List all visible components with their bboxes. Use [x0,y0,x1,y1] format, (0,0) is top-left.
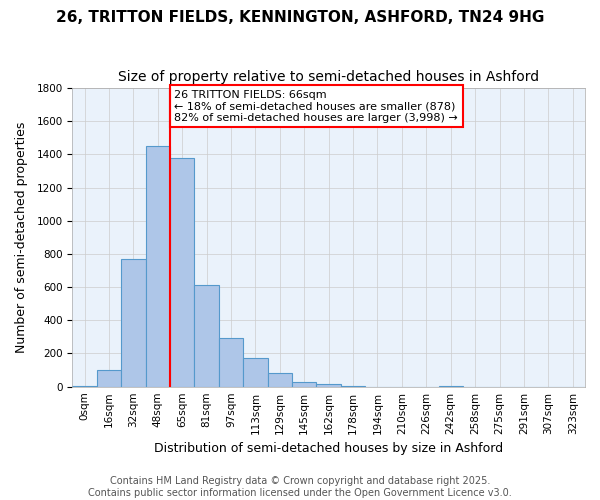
Bar [219,338,243,386]
Text: 26, TRITTON FIELDS, KENNINGTON, ASHFORD, TN24 9HG: 26, TRITTON FIELDS, KENNINGTON, ASHFORD,… [56,10,544,25]
Bar [97,370,121,386]
Y-axis label: Number of semi-detached properties: Number of semi-detached properties [15,122,28,353]
Bar [243,358,268,386]
Bar [146,146,170,386]
Bar [121,259,146,386]
X-axis label: Distribution of semi-detached houses by size in Ashford: Distribution of semi-detached houses by … [154,442,503,455]
Bar [316,384,341,386]
Bar [268,372,292,386]
Text: 26 TRITTON FIELDS: 66sqm
← 18% of semi-detached houses are smaller (878)
82% of : 26 TRITTON FIELDS: 66sqm ← 18% of semi-d… [175,90,458,123]
Bar [194,284,219,386]
Bar [170,158,194,386]
Title: Size of property relative to semi-detached houses in Ashford: Size of property relative to semi-detach… [118,70,539,84]
Text: Contains HM Land Registry data © Crown copyright and database right 2025.
Contai: Contains HM Land Registry data © Crown c… [88,476,512,498]
Bar [292,382,316,386]
